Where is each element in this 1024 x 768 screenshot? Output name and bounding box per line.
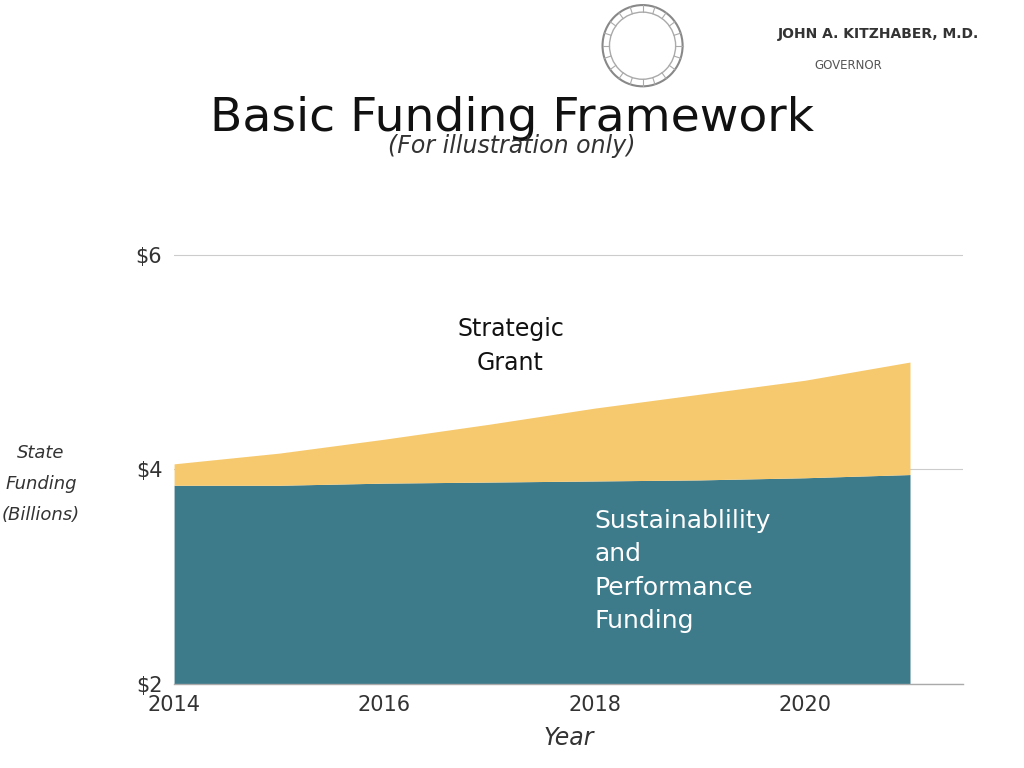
X-axis label: Year: Year bbox=[543, 727, 594, 750]
Text: Sustainablility
and
Performance
Funding: Sustainablility and Performance Funding bbox=[595, 508, 771, 634]
Text: GOVERNOR: GOVERNOR bbox=[814, 58, 882, 71]
Text: State: State bbox=[17, 444, 65, 462]
Text: Basic Funding Framework: Basic Funding Framework bbox=[210, 96, 814, 141]
Text: JOHN A. KITZHABER, M.D.: JOHN A. KITZHABER, M.D. bbox=[778, 28, 980, 41]
Text: (Billions): (Billions) bbox=[2, 505, 80, 524]
Text: (For illustration only): (For illustration only) bbox=[388, 134, 636, 158]
Text: Strategic
Grant: Strategic Grant bbox=[457, 317, 564, 375]
Text: Funding: Funding bbox=[5, 475, 77, 493]
